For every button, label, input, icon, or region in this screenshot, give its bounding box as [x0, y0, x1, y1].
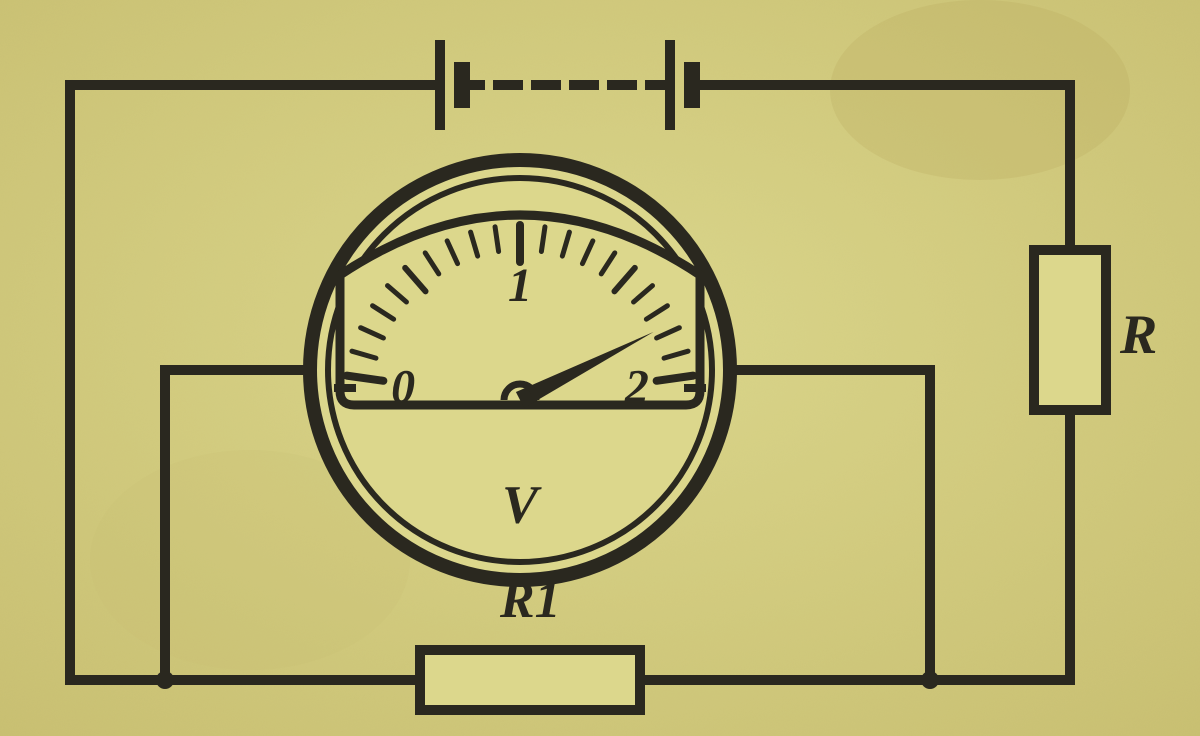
voltmeter-scale-label-2: 2	[624, 361, 649, 414]
voltmeter-symbol: V	[502, 474, 542, 534]
junction-node	[156, 671, 174, 689]
junction-node	[921, 671, 939, 689]
voltmeter-scale-label-0: 0	[391, 361, 415, 414]
voltmeter-scale-label-1: 1	[508, 259, 532, 312]
circuit-diagram: RR1012V	[0, 0, 1200, 736]
resistor-R-label: R	[1119, 304, 1157, 366]
voltmeter: 0 1 2 V	[310, 160, 730, 580]
